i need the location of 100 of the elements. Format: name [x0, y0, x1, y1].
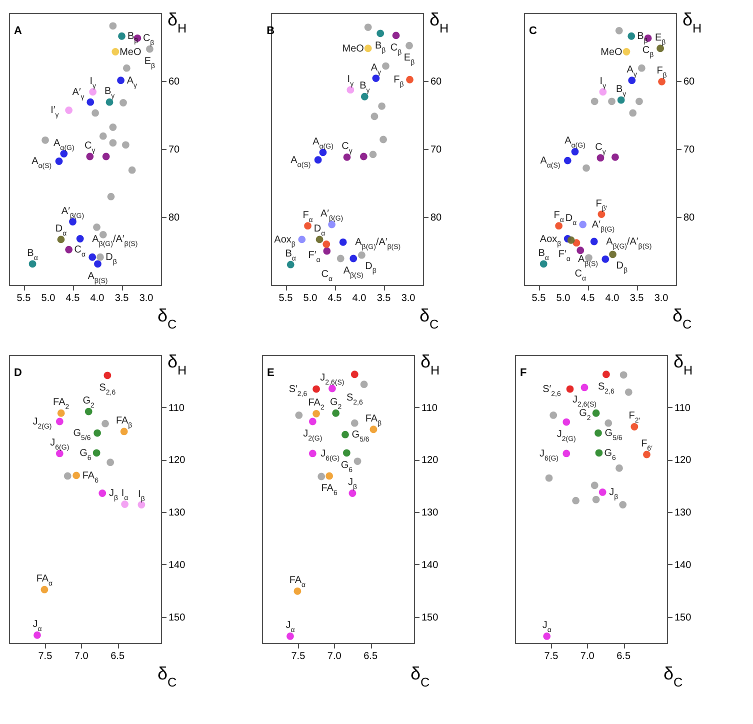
x-axis-title: δ$_{C}$ [664, 664, 683, 690]
y-tick-label: 150 [422, 612, 439, 624]
y-tick-label: 60 [684, 76, 696, 88]
point [656, 44, 664, 52]
x-tick-label: 6.5 [110, 651, 125, 662]
annotation: J$_{α}$ [32, 619, 42, 633]
text: A [14, 25, 22, 37]
annotation: B$_{α}$ [285, 248, 296, 262]
point [107, 192, 115, 200]
point [106, 458, 114, 466]
point [543, 632, 551, 640]
point [364, 44, 372, 52]
point [318, 472, 326, 480]
point [122, 64, 130, 72]
y-axis-title: δ$_{H}$ [674, 352, 693, 378]
y-tick-label: 60 [168, 76, 180, 88]
text: C [529, 25, 537, 37]
point [630, 423, 638, 430]
annotation: D$_{β}$ [616, 260, 628, 274]
x-tick-label: 3.0 [401, 293, 416, 304]
annotation: G$_{2}$ [330, 397, 342, 411]
point [608, 98, 616, 106]
point [96, 253, 104, 261]
y-tick-label: 110 [422, 402, 438, 414]
annotation: I′$_{γ}$ [50, 105, 60, 119]
point [350, 419, 358, 427]
annotation: E$_{β}$ [654, 32, 666, 46]
x-tick-label: 5.5 [16, 293, 32, 304]
annotation: G$_{5/6}$ [352, 430, 370, 444]
point [88, 253, 96, 261]
y-tick-label: 70 [168, 144, 180, 156]
annotation: MeO [120, 46, 142, 58]
point [102, 420, 109, 428]
point [550, 412, 558, 419]
annotation: F$_{β}$ [394, 74, 404, 88]
annotation: D$_{β}$ [365, 261, 376, 275]
annotation: A$_{α(G)}$ [564, 136, 586, 150]
annotation: G$_{6}$ [80, 448, 92, 462]
x-axis-title: δ$_{C}$ [158, 664, 177, 690]
annotation: F$_{α}$ [554, 210, 564, 224]
annotation: C$_{β}$ [390, 42, 402, 56]
annotation: B$_{α}$ [538, 248, 549, 262]
annotation: A$_{β(G)}$/A′$_{β(S)}$ [92, 234, 138, 248]
point [146, 45, 154, 53]
point [312, 410, 320, 418]
point [323, 247, 331, 255]
point [594, 429, 602, 437]
point [615, 26, 623, 34]
annotation: FA$_{2}$ [53, 397, 70, 411]
point [572, 496, 580, 504]
annotation: F′$_{α}$ [308, 250, 320, 264]
annotation: S$_{2,6}$ [598, 381, 615, 395]
point [380, 136, 387, 144]
annotation: A$_{γ}$ [626, 64, 638, 78]
x-tick-label: 4.0 [90, 293, 105, 304]
point [566, 385, 574, 393]
annotation: J$_{2,6(S)}$ [320, 372, 344, 386]
point [628, 32, 636, 40]
annotation: FA$_{2}$ [308, 398, 324, 412]
annotation: I$_{β}$ [138, 488, 145, 502]
y-tick-label: 60 [430, 76, 442, 88]
x-tick-label: 3.0 [654, 293, 669, 304]
y-tick-label: 150 [168, 612, 186, 624]
annotation: D$_{α}$ [55, 223, 67, 237]
point [65, 106, 73, 114]
point [34, 631, 41, 639]
point [99, 230, 107, 238]
y-tick-label: 70 [430, 144, 442, 156]
annotation: F′$_{α}$ [558, 248, 570, 262]
point [620, 371, 628, 379]
point [339, 238, 347, 246]
point [370, 426, 378, 434]
point [602, 255, 610, 263]
point [298, 236, 306, 244]
point [117, 76, 124, 84]
y-axis-title: δ$_{H}$ [168, 352, 187, 378]
point [94, 260, 102, 268]
annotation: FA$_{β}$ [116, 415, 132, 429]
annotation: I$_{γ}$ [90, 76, 96, 90]
point [308, 418, 316, 426]
point [360, 152, 368, 160]
point [92, 449, 100, 457]
point [286, 260, 294, 268]
point [308, 450, 316, 458]
point [72, 472, 80, 480]
point [628, 76, 636, 84]
point [598, 488, 606, 496]
annotation: Aox$_{β}$ [274, 234, 296, 248]
annotation: B$_{β}$ [374, 40, 386, 54]
x-tick-label: 5.5 [532, 293, 546, 304]
point [629, 109, 637, 117]
annotation: F$_{6′}$ [641, 438, 654, 452]
point [370, 112, 378, 120]
annotation: A$_{α(S)}$ [540, 156, 560, 170]
annotation: B$_{γ}$ [104, 86, 116, 100]
x-axis-title: δ$_{C}$ [672, 306, 692, 332]
annotation: C$_{β}$ [642, 45, 654, 59]
annotation: C$_{γ}$ [342, 141, 353, 155]
annotation: J$_{6(G)}$ [50, 437, 70, 451]
annotation: F$_{2′}$ [628, 410, 641, 424]
